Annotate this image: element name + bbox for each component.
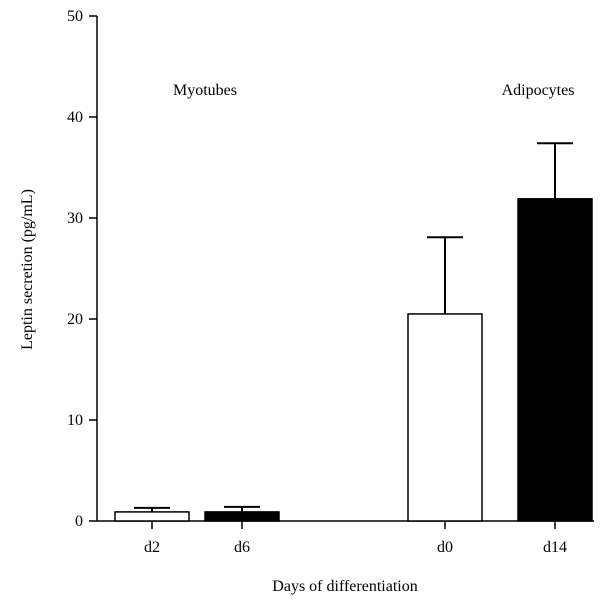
bar-d0 xyxy=(407,313,483,522)
chart-labels: Myotubes Adipocytes Days of differentiatio… xyxy=(19,82,574,595)
y-axis-label: Leptin secretion (pg/mL) xyxy=(19,189,36,350)
chart-bars xyxy=(114,198,593,522)
x-tick-label-d6: d6 xyxy=(234,539,250,556)
y-tick-label: 20 xyxy=(67,311,83,328)
bar-d6 xyxy=(204,511,280,522)
x-tick-label-d2: d2 xyxy=(144,539,160,556)
y-tick-label: 0 xyxy=(75,513,83,530)
chart-error-bars xyxy=(134,142,573,512)
y-tick-label: 10 xyxy=(67,412,83,429)
y-tick-label: 30 xyxy=(67,210,83,227)
y-tick-label: 50 xyxy=(67,8,83,25)
x-tick-label-d0: d0 xyxy=(437,539,453,556)
bar-d2 xyxy=(114,511,190,522)
group-label-adipocytes: Adipocytes xyxy=(502,82,575,99)
y-tick-label: 40 xyxy=(67,109,83,126)
chart-axes: 0 10 20 30 40 50 d2 d6 d0 d14 xyxy=(67,8,594,556)
x-tick-label-d14: d14 xyxy=(543,539,567,556)
bar-d14 xyxy=(517,198,593,522)
group-label-myotubes: Myotubes xyxy=(173,82,237,99)
x-axis-label: Days of differentiation xyxy=(272,578,417,595)
